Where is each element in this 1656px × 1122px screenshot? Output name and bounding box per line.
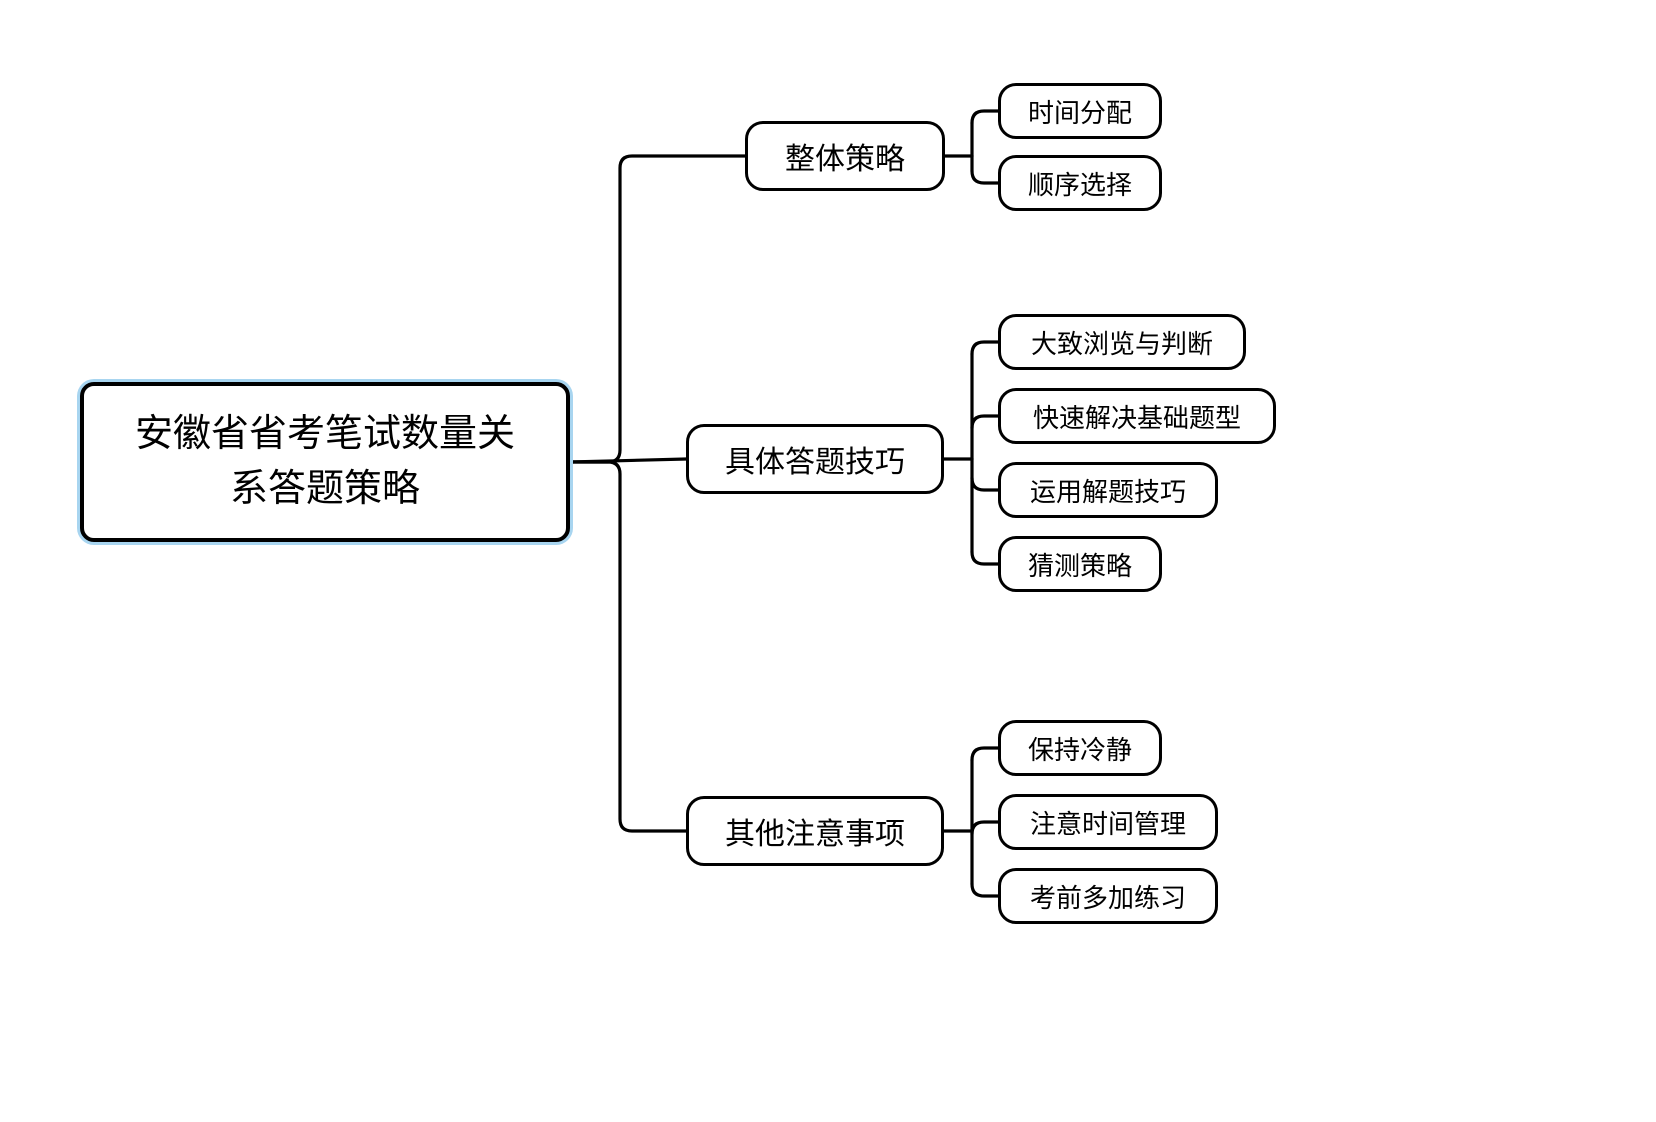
leaf-node-1-0: 大致浏览与判断 — [998, 314, 1246, 370]
leaf-node-1-1: 快速解决基础题型 — [998, 388, 1276, 444]
branch-node-0: 整体策略 — [745, 121, 945, 191]
leaf-node-0-0: 时间分配 — [998, 83, 1162, 139]
branch-node-1: 具体答题技巧 — [686, 424, 944, 494]
leaf-node-1-2: 运用解题技巧 — [998, 462, 1218, 518]
leaf-node-2-0: 保持冷静 — [998, 720, 1162, 776]
leaf-node-0-1: 顺序选择 — [998, 155, 1162, 211]
leaf-node-2-2: 考前多加练习 — [998, 868, 1218, 924]
branch-node-2: 其他注意事项 — [686, 796, 944, 866]
leaf-node-2-1: 注意时间管理 — [998, 794, 1218, 850]
root-node: 安徽省省考笔试数量关系答题策略 — [80, 382, 570, 542]
leaf-node-1-3: 猜测策略 — [998, 536, 1162, 592]
